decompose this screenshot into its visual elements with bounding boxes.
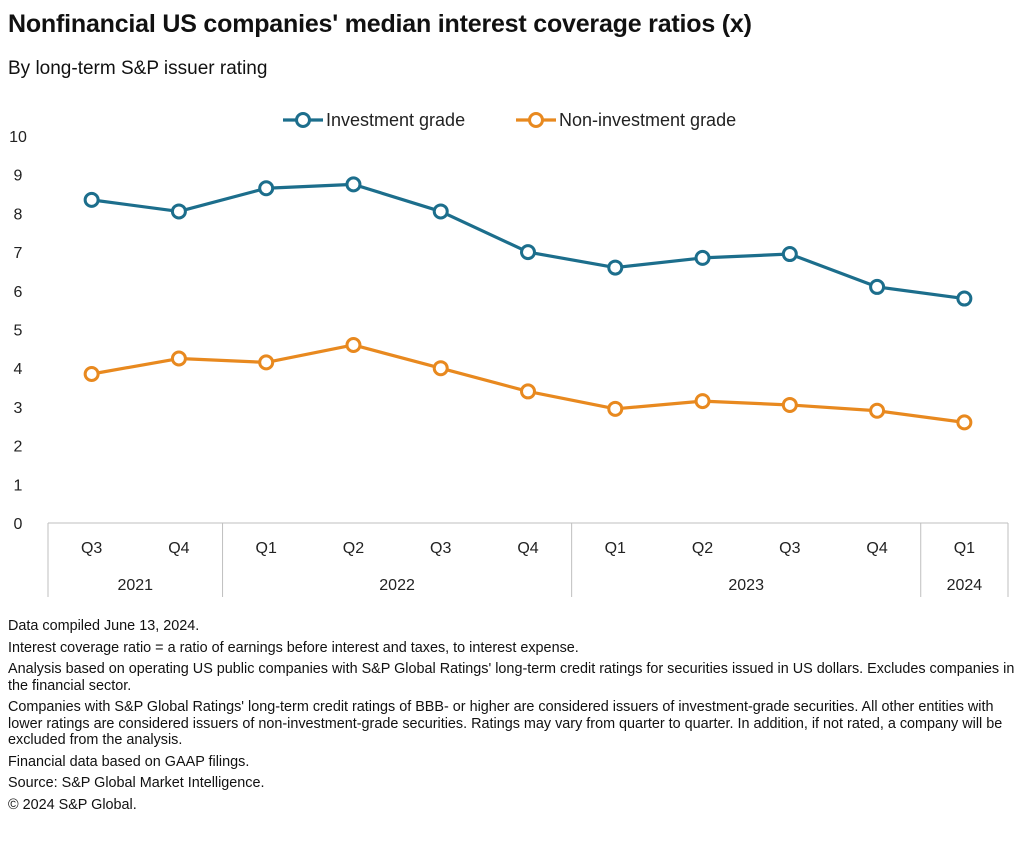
data-point bbox=[432, 360, 449, 377]
x-year-label: 2023 bbox=[728, 577, 764, 594]
data-point bbox=[607, 400, 624, 417]
data-point bbox=[170, 203, 187, 220]
x-tick-label: Q3 bbox=[430, 540, 451, 557]
y-tick-label: 9 bbox=[14, 168, 23, 185]
note-date-compiled: Data compiled June 13, 2024. bbox=[8, 618, 200, 634]
note-rating-definition: Companies with S&P Global Ratings' long-… bbox=[8, 699, 1003, 748]
y-tick-label: 1 bbox=[14, 477, 23, 494]
legend-swatch-marker bbox=[295, 112, 311, 128]
y-tick-label: 7 bbox=[14, 245, 23, 262]
y-tick-label: 6 bbox=[14, 284, 23, 301]
data-point bbox=[520, 383, 536, 400]
x-tick-label: Q1 bbox=[605, 540, 626, 557]
note-analysis-scope: Analysis based on operating US public co… bbox=[8, 661, 1015, 694]
x-tick-label: Q4 bbox=[168, 540, 189, 557]
data-point bbox=[258, 180, 275, 197]
note-copyright: © 2024 S&P Global. bbox=[8, 796, 137, 813]
data-point bbox=[432, 203, 449, 220]
data-point bbox=[258, 354, 275, 371]
data-point bbox=[869, 402, 886, 419]
data-point bbox=[83, 191, 100, 208]
x-tick-label: Q3 bbox=[779, 540, 800, 557]
data-point bbox=[170, 350, 187, 367]
line-chart: 0 1 2 3 4 5 6 7 8 9 10 2021 2022 2023 2024 Q3 Q4 Q1 Q2 Q3 Q4… bbox=[9, 110, 1009, 597]
x-tick-label: Q1 bbox=[954, 540, 975, 557]
note-definition: Interest coverage ratio = a ratio of ear… bbox=[8, 639, 579, 656]
x-tick-label: Q4 bbox=[866, 540, 887, 557]
x-year-label: 2021 bbox=[117, 577, 153, 594]
legend-label: Non-investment grade bbox=[559, 110, 736, 130]
data-point bbox=[520, 244, 536, 261]
data-point bbox=[607, 259, 624, 276]
y-tick-label: 5 bbox=[14, 323, 23, 340]
data-point bbox=[694, 393, 711, 410]
y-tick-label: 0 bbox=[14, 516, 23, 533]
y-tick-label: 10 bbox=[9, 129, 27, 146]
x-year-label: 2022 bbox=[379, 577, 415, 594]
legend-label: Investment grade bbox=[326, 110, 465, 130]
x-tick-label: Q2 bbox=[692, 540, 713, 557]
data-point bbox=[869, 278, 886, 295]
series-line-investment-grade bbox=[91, 182, 965, 301]
note-source: Source: S&P Global Market Intelligence. bbox=[8, 775, 265, 791]
chart-subtitle: By long-term S&P issuer rating bbox=[8, 58, 268, 79]
footnotes: Data compiled June 13, 2024. Interest co… bbox=[8, 618, 1026, 818]
legend-swatch-marker bbox=[528, 112, 544, 128]
data-point bbox=[345, 336, 362, 353]
x-year-label: 2024 bbox=[947, 577, 983, 594]
data-point bbox=[694, 249, 711, 266]
y-tick-label: 3 bbox=[14, 400, 23, 417]
x-tick-label: Q4 bbox=[517, 540, 538, 557]
y-tick-label: 4 bbox=[14, 361, 23, 378]
chart-title: Nonfinancial US companies' median intere… bbox=[8, 10, 752, 38]
data-point bbox=[956, 414, 973, 431]
data-point bbox=[781, 396, 798, 413]
data-point bbox=[83, 366, 100, 383]
data-point bbox=[956, 290, 973, 307]
note-financial-data: Financial data based on GAAP filings. bbox=[8, 753, 250, 770]
x-tick-label: Q2 bbox=[343, 540, 364, 557]
data-point bbox=[781, 246, 798, 263]
y-tick-label: 8 bbox=[14, 206, 23, 223]
x-tick-label: Q1 bbox=[256, 540, 277, 557]
data-point bbox=[345, 176, 362, 193]
y-tick-label: 2 bbox=[14, 439, 23, 456]
x-tick-label: Q3 bbox=[81, 540, 102, 557]
